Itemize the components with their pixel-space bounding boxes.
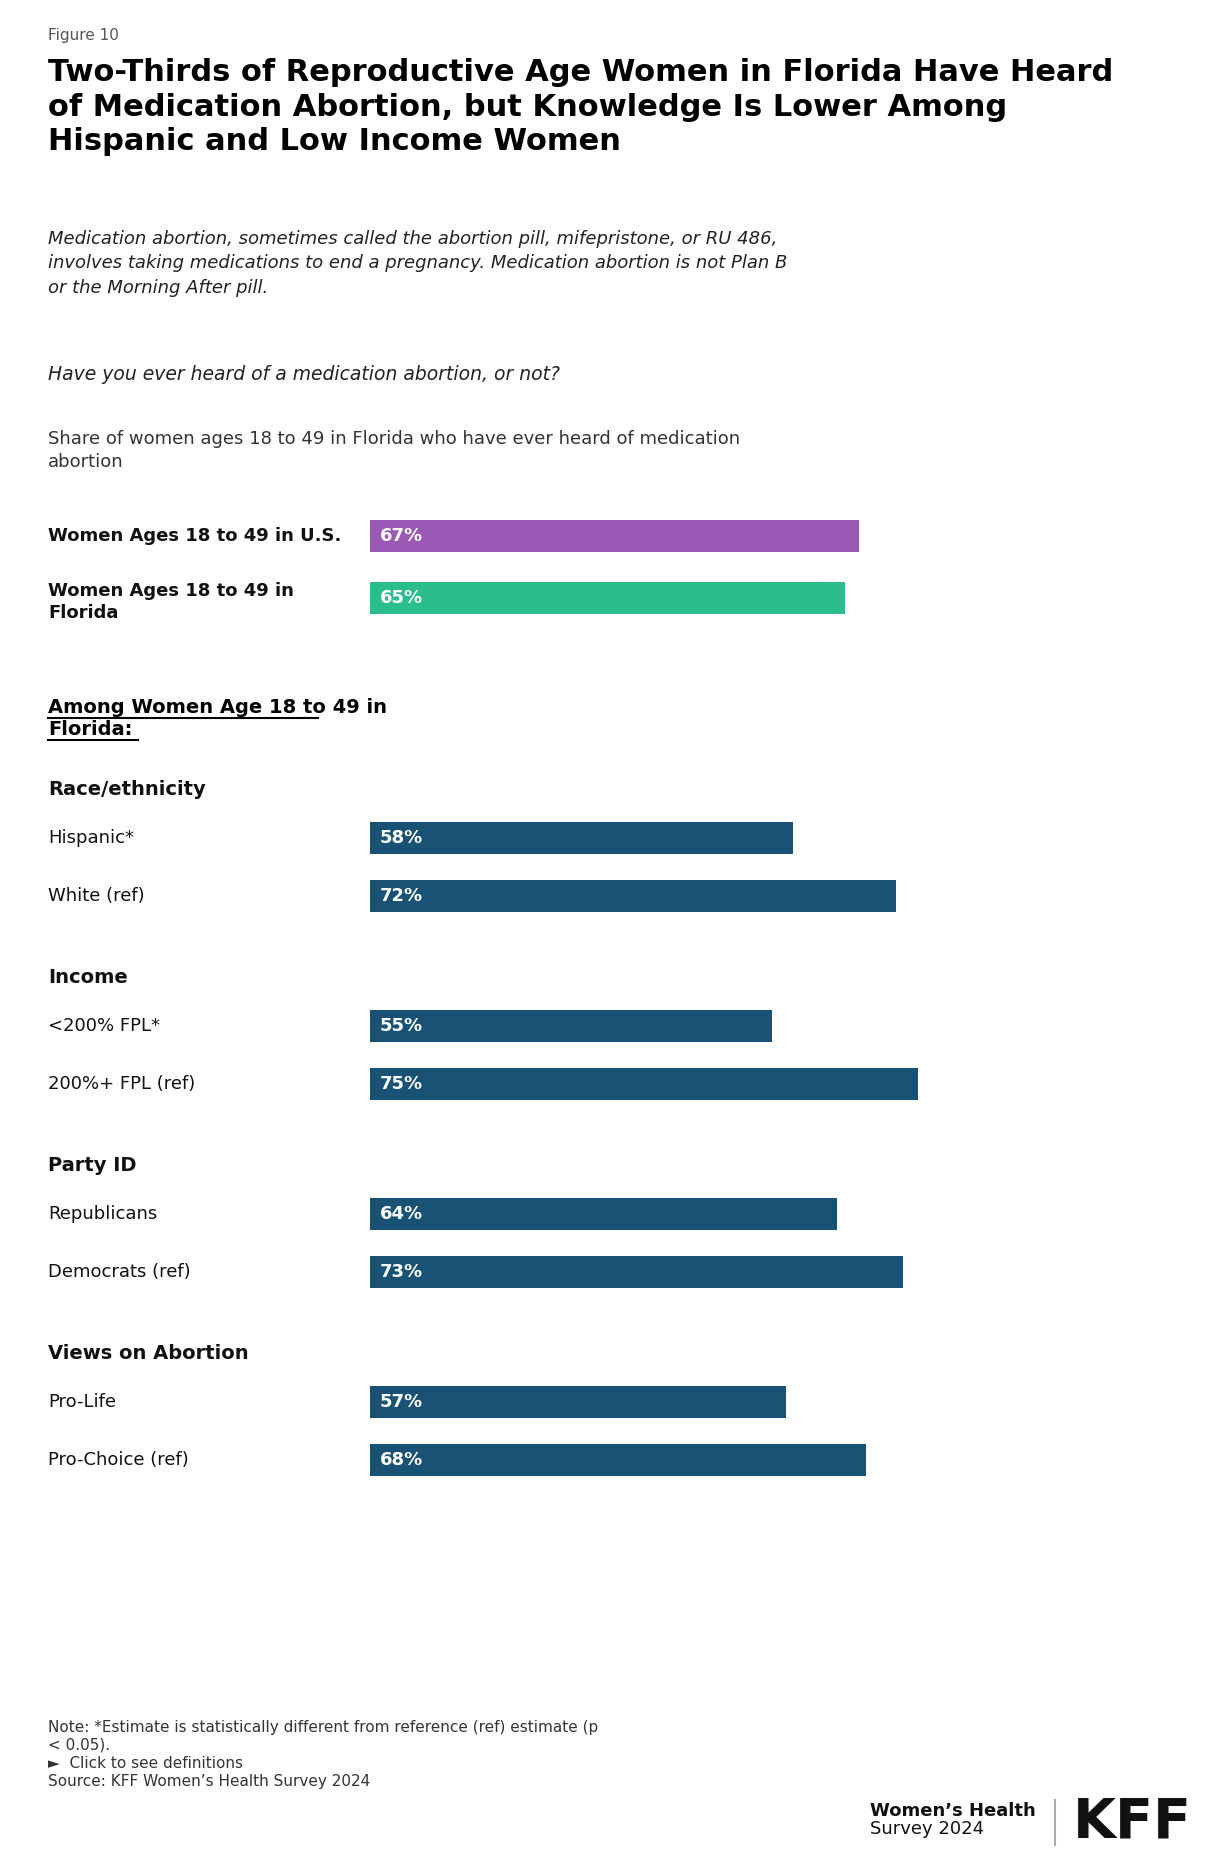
Text: Race/ethnicity: Race/ethnicity <box>48 781 206 799</box>
Text: Note: *Estimate is statistically different from reference (ref) estimate (p: Note: *Estimate is statistically differe… <box>48 1720 598 1735</box>
Text: Views on Abortion: Views on Abortion <box>48 1344 249 1363</box>
Bar <box>370 880 895 912</box>
Text: Party ID: Party ID <box>48 1157 137 1176</box>
Bar <box>370 1443 866 1475</box>
Text: Two-Thirds of Reproductive Age Women in Florida Have Heard
of Medication Abortio: Two-Thirds of Reproductive Age Women in … <box>48 58 1113 157</box>
Text: 58%: 58% <box>379 829 423 846</box>
Bar <box>370 1385 786 1417</box>
Bar <box>370 1198 837 1230</box>
Text: Source: KFF Women’s Health Survey 2024: Source: KFF Women’s Health Survey 2024 <box>48 1775 370 1790</box>
Text: Florida:: Florida: <box>48 721 133 739</box>
Bar <box>370 1069 917 1101</box>
Text: Medication abortion, sometimes called the abortion pill, mifepristone, or RU 486: Medication abortion, sometimes called th… <box>48 230 787 296</box>
Bar <box>370 1256 903 1288</box>
Text: <200% FPL*: <200% FPL* <box>48 1016 160 1035</box>
Text: ►  Click to see definitions: ► Click to see definitions <box>48 1756 243 1771</box>
Text: Democrats (ref): Democrats (ref) <box>48 1264 190 1280</box>
Text: 75%: 75% <box>379 1075 423 1093</box>
Text: Have you ever heard of a medication abortion, or not?: Have you ever heard of a medication abor… <box>48 365 560 384</box>
Text: KFF: KFF <box>1074 1795 1192 1850</box>
Text: Income: Income <box>48 968 128 987</box>
Text: 57%: 57% <box>379 1393 423 1411</box>
Bar <box>370 1011 771 1043</box>
Text: Women Ages 18 to 49 in
Florida: Women Ages 18 to 49 in Florida <box>48 582 294 622</box>
Text: Republicans: Republicans <box>48 1206 157 1222</box>
Text: Pro-Life: Pro-Life <box>48 1393 116 1411</box>
Text: 72%: 72% <box>379 887 423 904</box>
Text: 64%: 64% <box>379 1206 423 1222</box>
Text: 55%: 55% <box>379 1016 423 1035</box>
Text: 68%: 68% <box>379 1451 423 1470</box>
Text: Hispanic*: Hispanic* <box>48 829 134 846</box>
Bar <box>370 822 793 854</box>
Text: Among Women Age 18 to 49 in: Among Women Age 18 to 49 in <box>48 698 387 717</box>
Text: 73%: 73% <box>379 1264 423 1280</box>
Bar <box>370 582 844 614</box>
Text: White (ref): White (ref) <box>48 887 145 904</box>
Text: Figure 10: Figure 10 <box>48 28 118 43</box>
Text: Women’s Health: Women’s Health <box>870 1803 1036 1820</box>
Text: Survey 2024: Survey 2024 <box>870 1820 985 1838</box>
Text: Women Ages 18 to 49 in U.S.: Women Ages 18 to 49 in U.S. <box>48 528 342 545</box>
Text: < 0.05).: < 0.05). <box>48 1737 110 1752</box>
Text: 65%: 65% <box>379 590 423 607</box>
Text: Share of women ages 18 to 49 in Florida who have ever heard of medication
aborti: Share of women ages 18 to 49 in Florida … <box>48 431 741 472</box>
Text: Pro-Choice (ref): Pro-Choice (ref) <box>48 1451 189 1470</box>
Bar <box>370 520 859 552</box>
Text: 67%: 67% <box>379 528 423 545</box>
Text: 200%+ FPL (ref): 200%+ FPL (ref) <box>48 1075 195 1093</box>
